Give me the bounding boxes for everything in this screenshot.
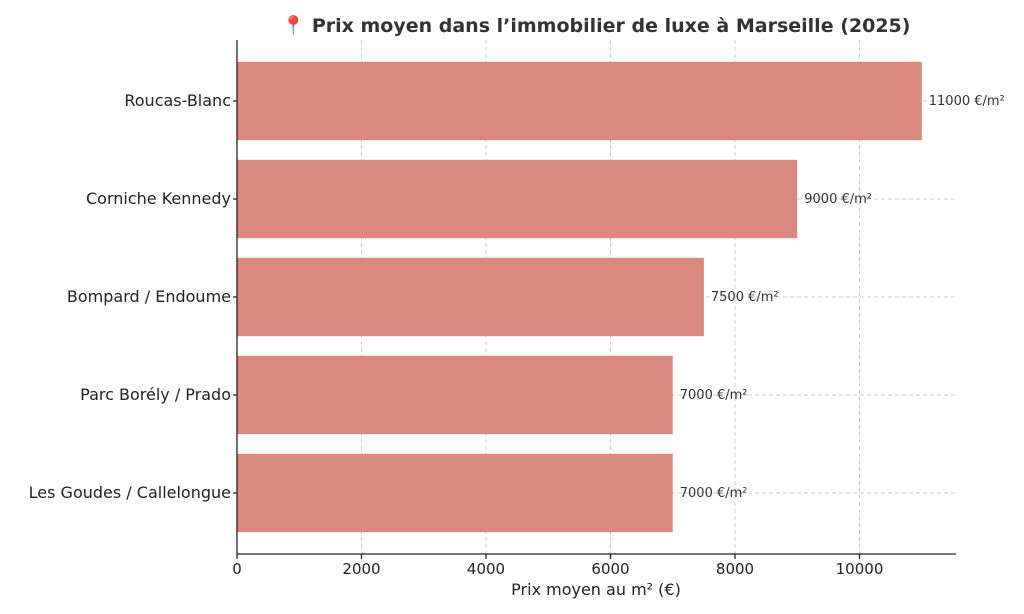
chart-title: 📍 Prix moyen dans l’immobilier de luxe à…: [282, 14, 911, 37]
category-label: Les Goudes / Callelongue: [29, 483, 231, 502]
x-axis-title: Prix moyen au m² (€): [511, 580, 681, 599]
x-tick-label: 0: [232, 560, 242, 578]
category-label: Bompard / Endoume: [67, 287, 231, 306]
data-label: 7000 €/m²: [680, 486, 748, 501]
x-axis-ticks: 0 2000 4000 6000 8000 10000: [232, 554, 883, 578]
bar: [237, 61, 922, 141]
x-tick-label: 4000: [467, 560, 505, 578]
x-tick-label: 8000: [716, 560, 754, 578]
data-label: 7500 €/m²: [711, 290, 779, 305]
bar: [237, 257, 704, 337]
x-tick-label: 2000: [342, 560, 380, 578]
bar: [237, 453, 673, 533]
category-label: Corniche Kennedy: [86, 189, 231, 208]
bar: [237, 159, 798, 239]
category-label: Roucas-Blanc: [124, 91, 231, 110]
category-label: Parc Borély / Prado: [80, 385, 231, 404]
data-label: 9000 €/m²: [804, 192, 872, 207]
data-label: 7000 €/m²: [680, 388, 748, 403]
x-tick-label: 10000: [836, 560, 884, 578]
data-label: 11000 €/m²: [929, 94, 1005, 109]
x-tick-label: 6000: [591, 560, 629, 578]
bars: 11000 €/m² 9000 €/m² 7500 €/m² 7000 €/m² 700…: [237, 61, 1005, 533]
bar: [237, 355, 673, 435]
